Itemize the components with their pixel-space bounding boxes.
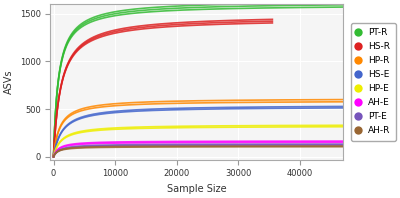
Y-axis label: ASVs: ASVs: [4, 70, 14, 94]
X-axis label: Sample Size: Sample Size: [167, 184, 227, 194]
Legend: PT-R, HS-R, HP-R, HS-E, HP-E, AH-E, PT-E, AH-R: PT-R, HS-R, HP-R, HS-E, HP-E, AH-E, PT-E…: [351, 23, 396, 141]
